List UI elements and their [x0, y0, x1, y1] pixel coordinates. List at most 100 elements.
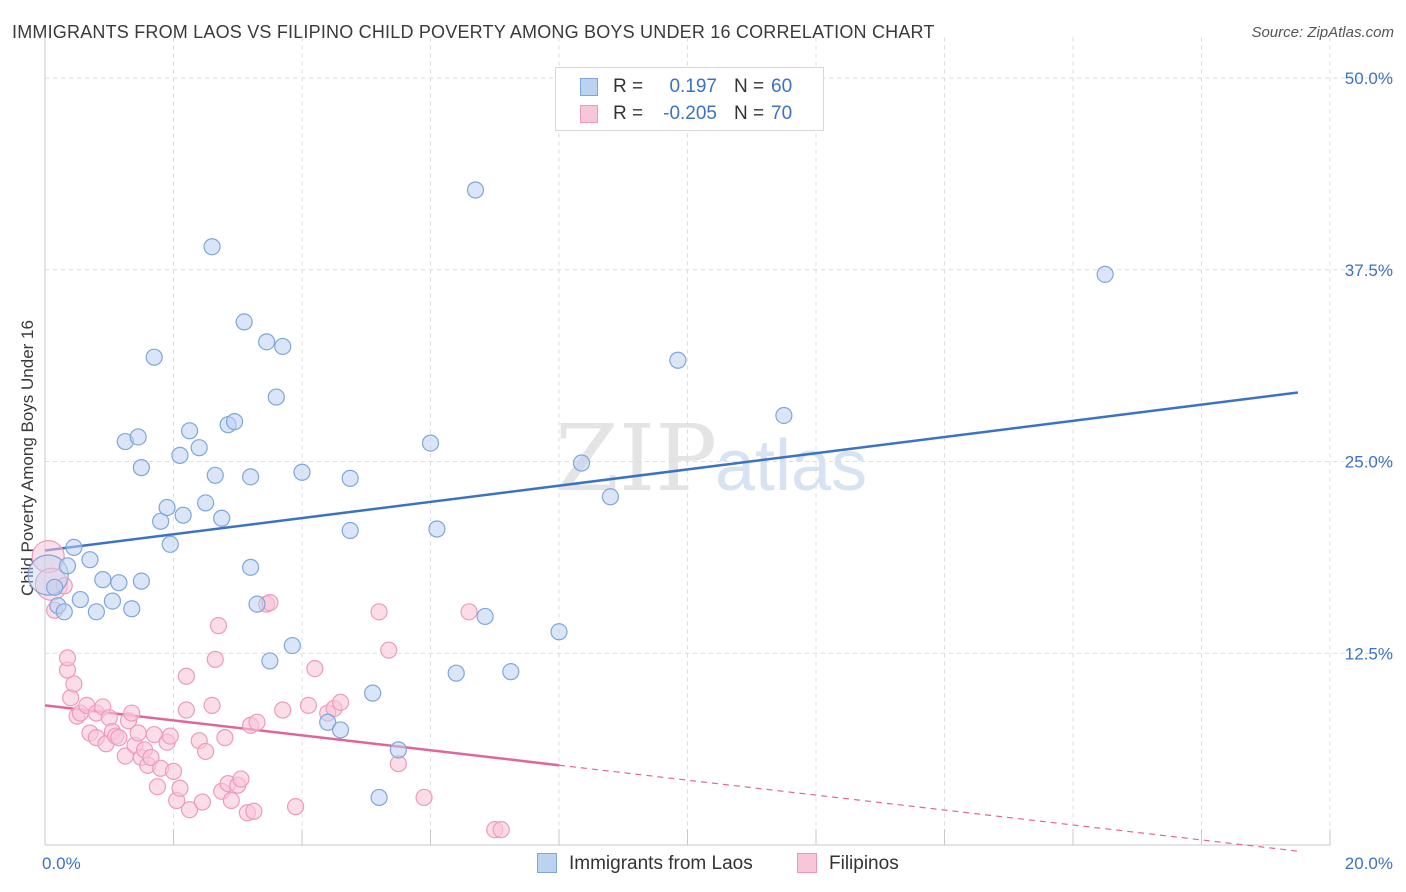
data-point-laos [123, 600, 141, 618]
data-point-filipinos [331, 693, 350, 711]
stats-row-filipinos: R = -0.205 N = 70 [556, 100, 823, 128]
y-tick-label: 12.5% [1345, 644, 1393, 663]
watermark-atlas: atlas [715, 426, 867, 506]
axes [44, 37, 1331, 846]
data-point-laos [55, 603, 73, 621]
data-point-laos [428, 520, 446, 538]
data-point-laos [550, 623, 568, 641]
x-tick-label: 0.0% [42, 854, 81, 873]
swatch-laos [580, 78, 598, 96]
data-point-filipinos [129, 724, 147, 742]
n-label: N = [734, 103, 765, 124]
data-point-laos [248, 595, 266, 613]
data-point-laos [197, 494, 215, 512]
data-point-laos [1096, 265, 1114, 283]
data-point-laos [203, 238, 221, 256]
trend-line-laos [44, 391, 1299, 552]
data-point-filipinos [206, 650, 224, 668]
data-point-laos [274, 337, 292, 356]
stats-row-laos: R = 0.197 N = 60 [556, 73, 823, 101]
data-point-laos [103, 592, 122, 610]
data-point-laos [267, 388, 285, 406]
data-point-laos [476, 607, 494, 626]
data-point-filipinos [177, 667, 195, 685]
r-value: 0.197 [669, 76, 717, 97]
x-tick-label: 20.0% [1345, 854, 1393, 873]
n-value: 70 [771, 103, 793, 124]
data-point-filipinos [203, 696, 221, 715]
data-point-filipinos [232, 770, 250, 788]
data-point-laos [775, 406, 793, 425]
data-point-laos [46, 578, 64, 596]
data-point-laos [190, 439, 208, 457]
data-point-laos [572, 454, 591, 472]
data-point-laos [502, 663, 520, 681]
points-filipinos [31, 540, 510, 839]
data-point-laos [158, 498, 176, 517]
data-point-laos [129, 428, 147, 446]
data-point-laos [669, 351, 687, 369]
data-point-filipinos [222, 791, 240, 810]
data-point-laos [213, 509, 231, 527]
r-value: -0.205 [663, 103, 717, 124]
data-point-filipinos [110, 729, 128, 747]
legend-swatch-filipinos [797, 853, 817, 873]
data-point-filipinos [177, 701, 195, 719]
data-point-laos [235, 313, 253, 331]
data-point-filipinos [148, 778, 167, 796]
data-point-filipinos [306, 659, 324, 678]
data-point-laos [225, 413, 244, 431]
watermark: ZIP atlas [555, 405, 867, 512]
y-tick-label: 50.0% [1345, 69, 1393, 88]
data-point-laos [132, 459, 150, 477]
data-point-laos [152, 512, 170, 530]
legend-item-filipinos[interactable]: Filipinos [797, 852, 917, 876]
y-tick-label: 37.5% [1345, 261, 1393, 280]
y-tick-label: 25.0% [1345, 453, 1393, 472]
data-point-laos [319, 713, 337, 731]
data-point-laos [132, 572, 150, 590]
data-point-laos [81, 551, 99, 569]
data-point-filipinos [492, 821, 510, 839]
legend-label-laos: Immigrants from Laos [569, 853, 753, 874]
data-point-filipinos [164, 762, 183, 780]
chart-title: IMMIGRANTS FROM LAOS VS FILIPINO CHILD P… [12, 22, 935, 42]
data-point-filipinos [209, 617, 228, 635]
data-point-filipinos [380, 641, 398, 659]
data-point-laos [87, 603, 106, 621]
data-point-laos [242, 468, 260, 486]
data-point-laos [171, 446, 189, 464]
data-point-laos [261, 652, 279, 670]
data-point-laos [283, 636, 301, 655]
legend-item-laos[interactable]: Immigrants from Laos [537, 852, 777, 876]
data-point-laos [161, 535, 179, 553]
data-point-laos [58, 557, 77, 575]
data-point-filipinos [58, 649, 77, 667]
n-label: N = [734, 76, 765, 97]
data-point-filipinos [65, 675, 83, 693]
data-point-filipinos [161, 727, 179, 745]
data-point-laos [206, 466, 224, 484]
data-point-laos [71, 590, 89, 609]
data-point-laos [370, 788, 388, 807]
data-point-filipinos [370, 603, 388, 621]
data-point-filipinos [286, 798, 305, 816]
trend-line-filipinos-extrapolated [558, 764, 1298, 852]
data-point-laos [110, 574, 128, 592]
data-point-filipinos [274, 701, 292, 719]
data-point-laos [364, 684, 382, 702]
data-point-filipinos [142, 748, 160, 767]
data-point-filipinos [180, 801, 199, 819]
data-point-laos [466, 181, 485, 199]
data-point-laos [180, 422, 199, 440]
data-point-filipinos [460, 603, 478, 621]
data-point-filipinos [171, 779, 189, 797]
legend-swatch-laos [537, 853, 557, 873]
points-laos [27, 181, 1114, 807]
data-point-filipinos [193, 793, 212, 811]
legend-label-filipinos: Filipinos [829, 853, 899, 874]
data-point-laos [174, 506, 192, 524]
tick-labels: 12.5% 25.0% 37.5% 50.0% 0.0% 20.0% [42, 69, 1393, 873]
source-label: Source: ZipAtlas.com [1251, 24, 1394, 41]
